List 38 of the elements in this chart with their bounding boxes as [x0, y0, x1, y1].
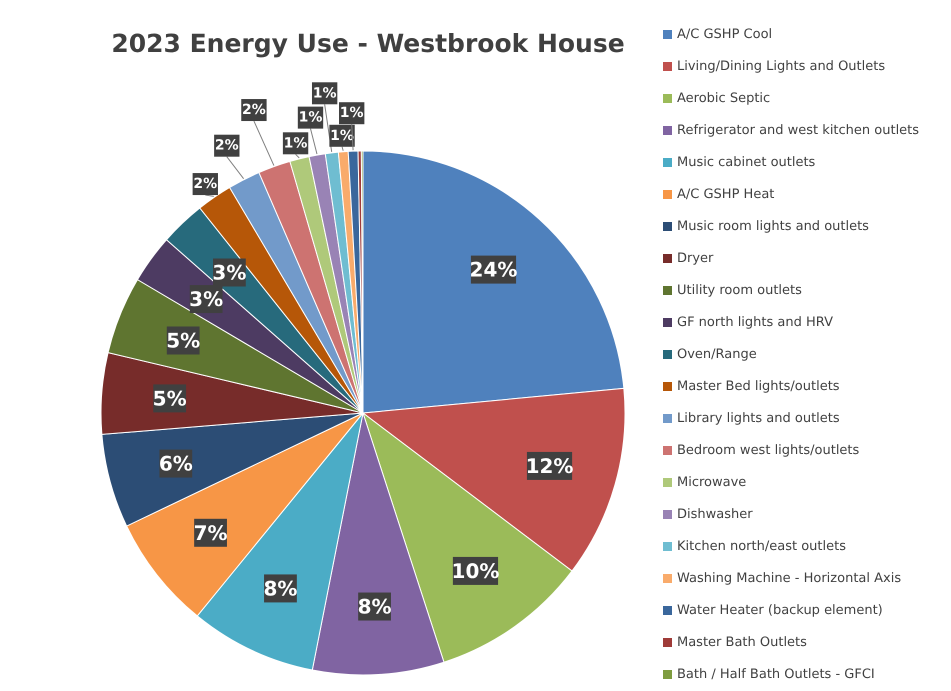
legend-label: Washing Machine - Horizontal Axis	[677, 570, 902, 586]
data-label: 1%	[330, 128, 354, 144]
data-label: 1%	[298, 110, 322, 126]
legend-label: Kitchen north/east outlets	[677, 538, 846, 554]
legend-label: Dishwasher	[677, 506, 753, 522]
data-label: 3%	[212, 260, 246, 285]
data-label: 1%	[284, 135, 308, 152]
legend-label: Music cabinet outlets	[677, 154, 816, 170]
legend-label: Dryer	[677, 250, 714, 266]
legend-label: A/C GSHP Cool	[677, 26, 772, 42]
data-label: 8%	[263, 576, 298, 600]
legend-label: Master Bed lights/outlets	[677, 378, 840, 394]
legend-label: Water Heater (backup element)	[677, 602, 883, 618]
legend-label: Utility room outlets	[677, 282, 802, 298]
legend-label: Bedroom west lights/outlets	[677, 442, 860, 458]
legend-label: Music room lights and outlets	[677, 218, 869, 234]
data-label: 2%	[242, 102, 266, 118]
data-label: 3%	[189, 287, 224, 312]
data-label: 2%	[193, 176, 218, 192]
legend-label: Aerobic Septic	[677, 90, 770, 106]
data-label: 7%	[194, 520, 228, 545]
legend-label: A/C GSHP Heat	[677, 186, 774, 202]
legend-label: Living/Dining Lights and Outlets	[677, 58, 886, 74]
legend-label: Microwave	[677, 474, 746, 490]
chart-title: 2023 Energy Use - Westbrook House	[111, 29, 625, 58]
legend-label: Library lights and outlets	[677, 410, 840, 426]
data-label: 5%	[152, 386, 187, 410]
legend-label: GF north lights and HRV	[677, 314, 833, 330]
data-label: 5%	[166, 328, 200, 352]
data-label: 6%	[158, 452, 193, 476]
legend-label: Refrigerator and west kitchen outlets	[677, 122, 920, 138]
legend-label: Master Bath Outlets	[677, 634, 807, 650]
data-label: 8%	[358, 594, 392, 619]
legend-label: Oven/Range	[677, 346, 757, 362]
legend-label: Bath / Half Bath Outlets - GFCI	[677, 666, 875, 682]
data-label: 1%	[340, 105, 364, 122]
data-label: 2%	[214, 138, 239, 154]
data-label: 1%	[312, 85, 337, 102]
